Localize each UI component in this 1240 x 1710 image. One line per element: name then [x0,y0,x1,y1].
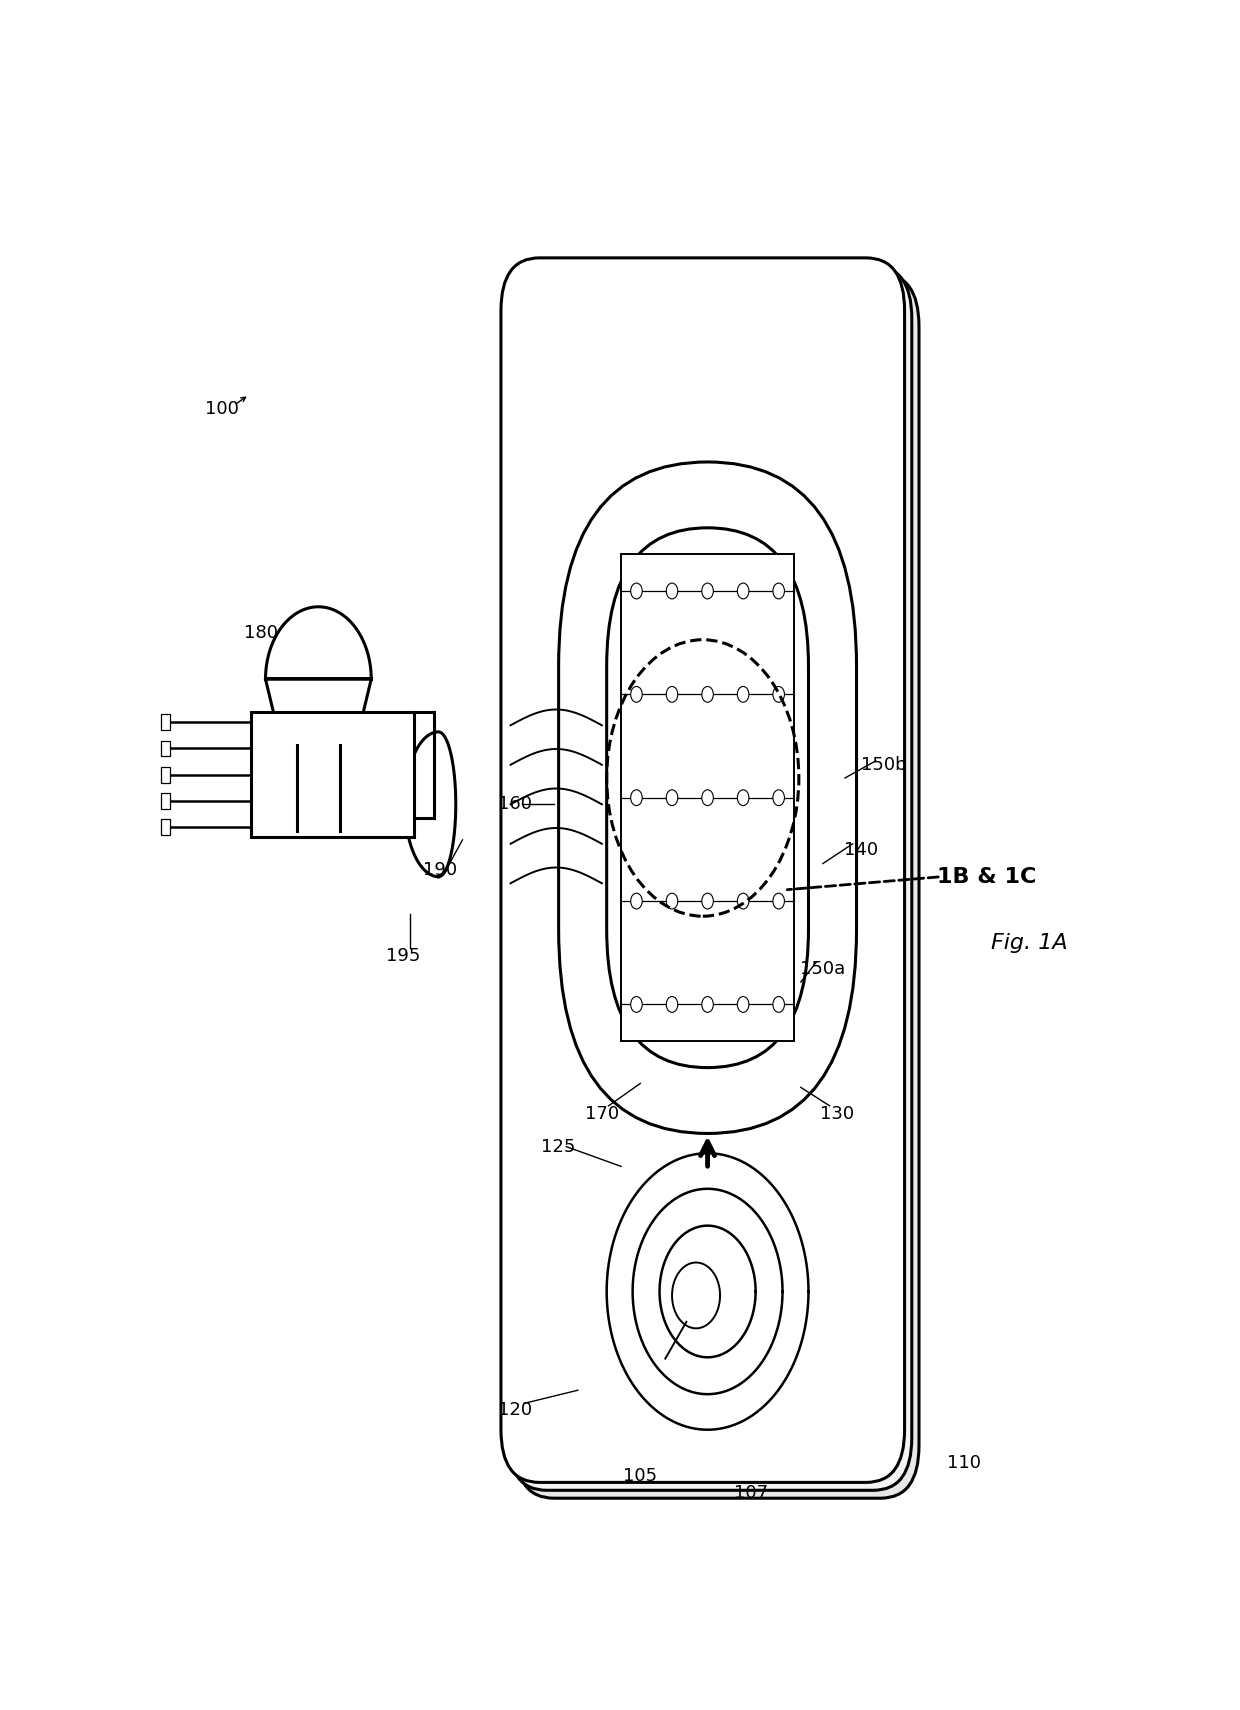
Text: 1B & 1C: 1B & 1C [936,867,1035,887]
Circle shape [702,583,713,598]
Bar [161,715,170,730]
Circle shape [702,790,713,805]
Text: 160: 160 [498,795,532,814]
FancyBboxPatch shape [606,528,808,1067]
Circle shape [666,583,678,598]
Text: 190: 190 [423,862,458,879]
Polygon shape [265,679,371,746]
Text: 125: 125 [542,1137,575,1156]
Circle shape [773,583,785,598]
FancyBboxPatch shape [558,462,857,1134]
Text: 140: 140 [844,841,878,860]
Circle shape [631,893,642,910]
Bar [250,711,414,838]
Polygon shape [265,607,371,679]
Text: 195: 195 [386,947,420,964]
Text: 110: 110 [947,1454,981,1472]
Circle shape [631,583,642,598]
Circle shape [631,686,642,703]
Circle shape [666,997,678,1012]
Circle shape [666,686,678,703]
Circle shape [738,790,749,805]
Bar [621,554,794,1041]
Circle shape [702,893,713,910]
Text: 150a: 150a [800,959,846,978]
Circle shape [666,790,678,805]
Circle shape [738,686,749,703]
Circle shape [738,893,749,910]
Text: 107: 107 [734,1484,768,1501]
Polygon shape [672,1262,720,1329]
Circle shape [702,997,713,1012]
Text: 100: 100 [206,400,239,419]
Text: Fig. 1A: Fig. 1A [991,932,1068,952]
Circle shape [773,997,785,1012]
Bar [161,793,170,809]
Circle shape [631,790,642,805]
Text: 180: 180 [244,624,278,643]
FancyBboxPatch shape [508,265,911,1491]
Circle shape [666,893,678,910]
Bar [161,819,170,834]
Circle shape [738,583,749,598]
FancyBboxPatch shape [516,274,919,1498]
Circle shape [773,790,785,805]
Circle shape [773,893,785,910]
Text: 105: 105 [624,1467,657,1484]
Text: 120: 120 [498,1400,532,1419]
Polygon shape [405,732,456,877]
Bar [161,740,170,756]
FancyBboxPatch shape [501,258,905,1483]
Circle shape [702,686,713,703]
Bar [161,766,170,783]
Text: 150b: 150b [861,756,906,775]
Circle shape [738,997,749,1012]
Circle shape [773,686,785,703]
Text: 130: 130 [820,1105,854,1123]
Text: 170: 170 [585,1105,619,1123]
Circle shape [631,997,642,1012]
